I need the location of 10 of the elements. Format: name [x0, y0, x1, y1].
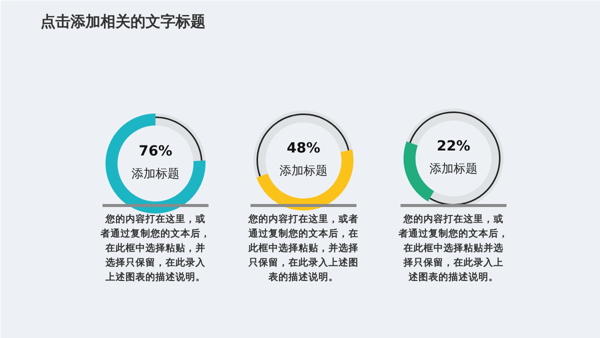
- text: 添加标题: [280, 164, 328, 178]
- text: 您的内容打在这里，或者通过复制您的文本后，在此框中选择粘贴，并选择只保留，在此录入上述图表的描述说明。: [248, 213, 358, 283]
- text: 48%: [286, 140, 320, 156]
- text: 添加标题: [430, 162, 478, 176]
- text: 您的内容打在这里，或者通过复制您的文本后，在此框中选择粘贴并选择只保留，在此录入上述图表的描述说明。: [398, 213, 508, 283]
- text: 添加标题: [132, 166, 180, 180]
- text: 您的内容打在这里，或者通过复制您的文本后，在此框中选择粘贴，并选择只保留，在此录入上述图表的描述说明。: [100, 213, 210, 283]
- text: 76%: [138, 144, 172, 160]
- text: 点击添加相关的文字标题: [40, 12, 206, 30]
- text: 22%: [436, 138, 470, 154]
